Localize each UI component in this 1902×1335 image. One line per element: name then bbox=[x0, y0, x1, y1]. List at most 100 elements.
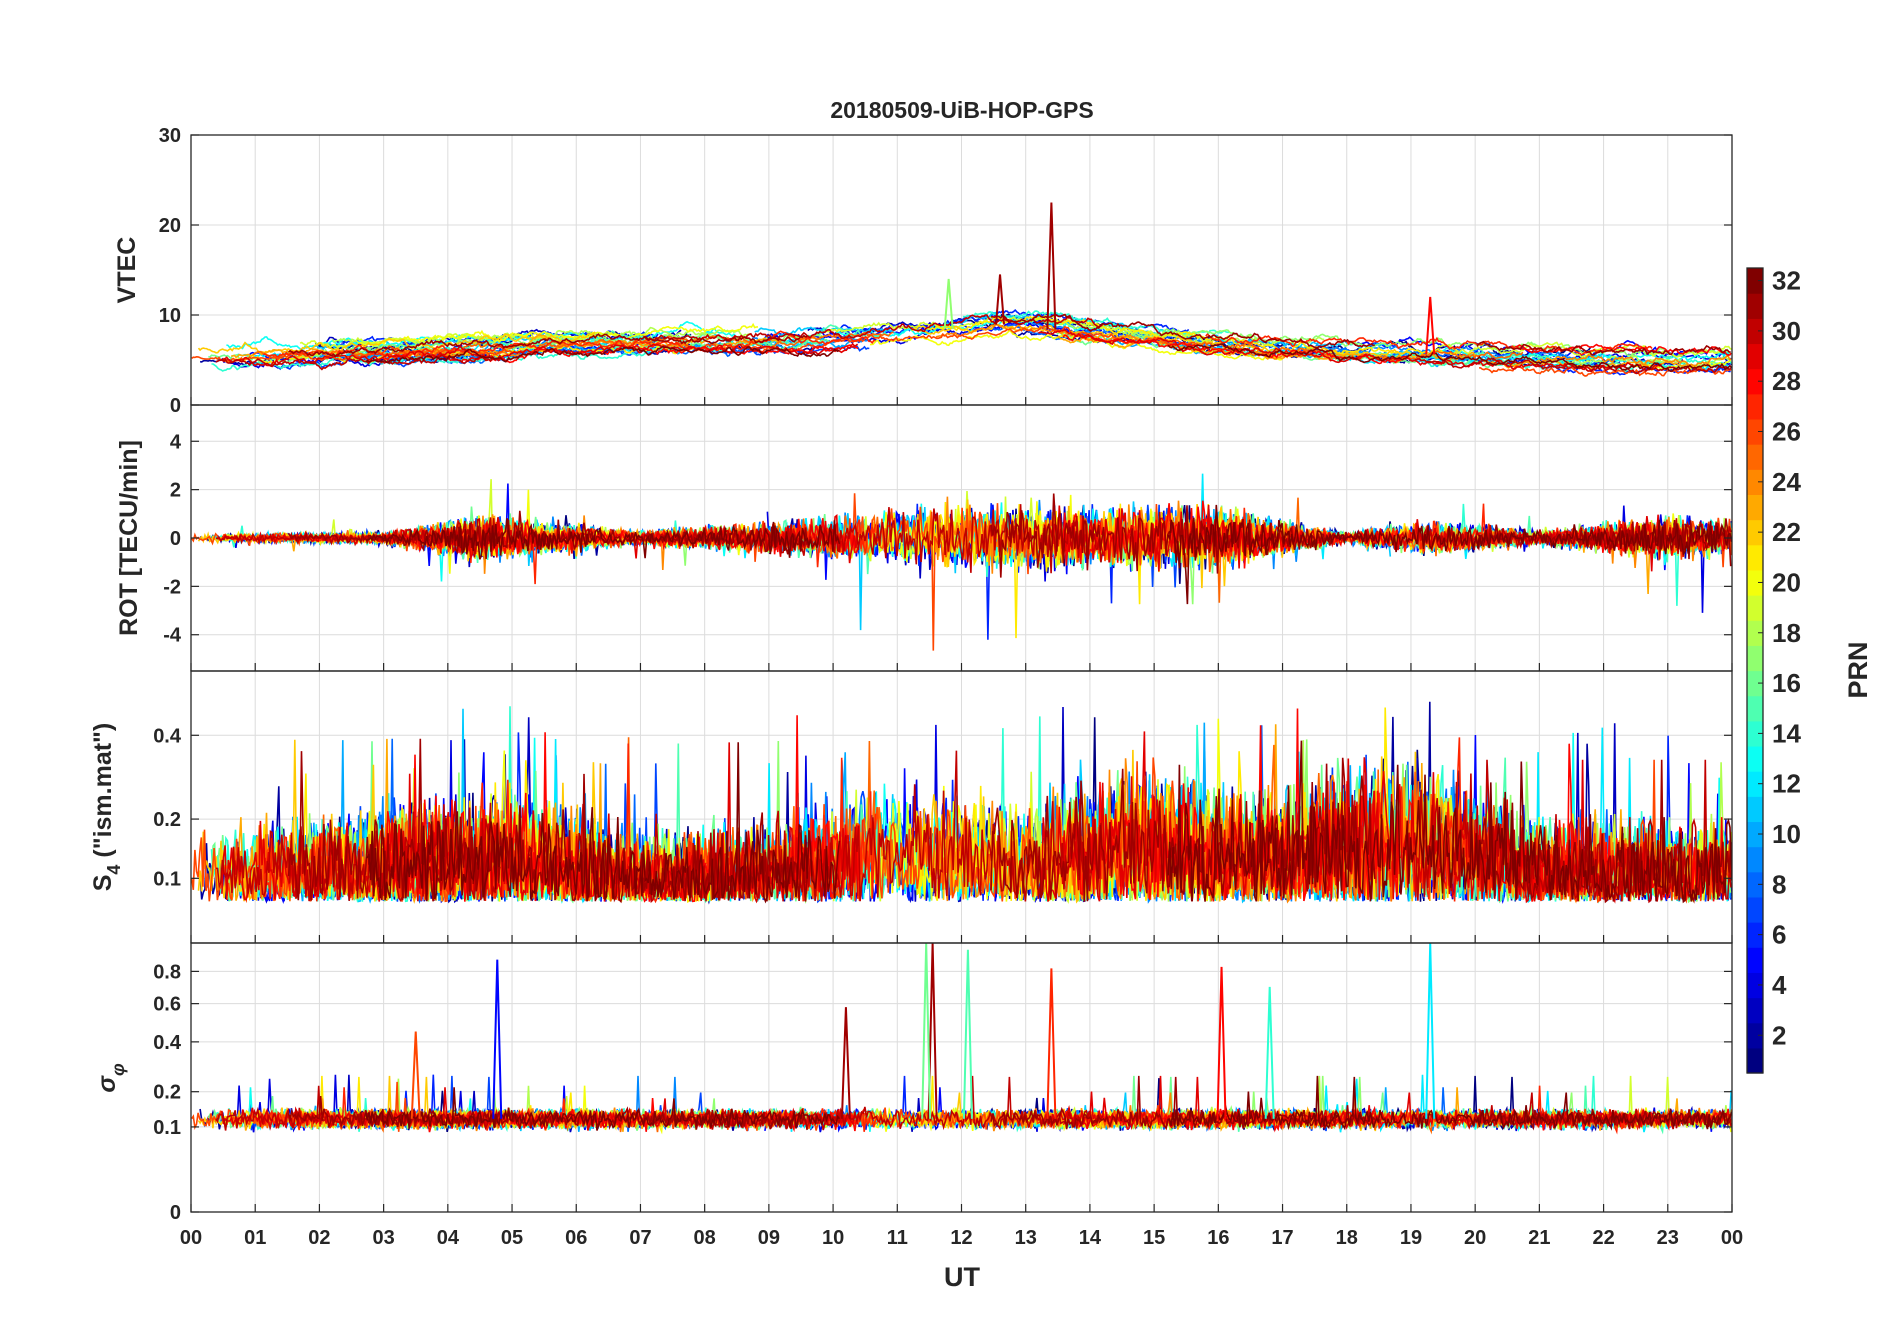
panel-series-group bbox=[191, 473, 1732, 651]
y-tick-label: 0 bbox=[170, 395, 181, 417]
colorbar-segment bbox=[1747, 418, 1763, 445]
vtec-series-line bbox=[1479, 365, 1732, 377]
x-tick-label: 08 bbox=[694, 1227, 716, 1249]
colorbar-segment bbox=[1747, 544, 1763, 571]
vtec-series-line bbox=[911, 315, 1459, 356]
colorbar-segment bbox=[1747, 670, 1763, 697]
x-tick-labels: 00 01 02 03 04 05 06 07 08 09 10 11 12 13 14 15 16 17 18 19… bbox=[180, 1227, 1743, 1249]
s4-series-line bbox=[990, 757, 1376, 902]
vtec-axis-label: VTEC bbox=[113, 237, 141, 304]
colorbar-tick-label: 22 bbox=[1772, 517, 1801, 547]
y-tick-label: 0.4 bbox=[153, 725, 182, 747]
x-tick-label: 10 bbox=[822, 1227, 844, 1249]
colorbar-tick-label: 14 bbox=[1772, 718, 1801, 748]
colorbar-tick-label: 4 bbox=[1772, 970, 1787, 1000]
sigma-label-sub: φ bbox=[108, 1063, 128, 1076]
colorbar-segment bbox=[1747, 720, 1763, 747]
x-tick-label: 01 bbox=[244, 1227, 266, 1249]
colorbar-segment bbox=[1747, 595, 1763, 621]
peak-spike bbox=[1046, 202, 1057, 330]
colorbar-tick-label: 6 bbox=[1772, 920, 1786, 950]
vtec-series-line bbox=[1409, 346, 1731, 363]
s4-label-sub: 4 bbox=[104, 865, 124, 875]
colorbar-tick-label: 28 bbox=[1772, 366, 1801, 396]
x-tick-label: 16 bbox=[1207, 1227, 1229, 1249]
rot-series-line bbox=[365, 518, 841, 560]
colorbar-segment bbox=[1747, 645, 1763, 672]
colorbar-segment bbox=[1747, 1047, 1763, 1074]
peak-spike bbox=[995, 274, 1006, 325]
colorbar-segment bbox=[1747, 1022, 1763, 1049]
data-series bbox=[191, 202, 1732, 1135]
colorbar-segment bbox=[1747, 268, 1763, 294]
y-tick-label: 0.6 bbox=[153, 994, 181, 1016]
vtec-series-line bbox=[358, 322, 759, 346]
y-tick-label: 0.1 bbox=[153, 868, 181, 890]
s4-label-main: S bbox=[89, 875, 117, 892]
x-tick-label: 14 bbox=[1079, 1227, 1102, 1249]
colorbar-tick-label: 18 bbox=[1772, 618, 1801, 648]
colorbar-segment bbox=[1747, 871, 1763, 898]
colorbar-segment bbox=[1747, 771, 1763, 797]
x-tick-label: 02 bbox=[308, 1227, 330, 1249]
sigma-phi-series-line bbox=[365, 1087, 841, 1131]
s4-series-line bbox=[365, 742, 841, 904]
colorbar-tick-label: 10 bbox=[1772, 819, 1801, 849]
colorbar-segment bbox=[1747, 494, 1763, 521]
colorbar-tick-label: 26 bbox=[1772, 417, 1801, 447]
rot-series-line bbox=[1167, 504, 1732, 605]
y-tick-label: 0.4 bbox=[153, 1032, 182, 1054]
x-tick-label: 13 bbox=[1015, 1227, 1037, 1249]
y-tick-label: 4 bbox=[170, 431, 182, 453]
colorbar-segment bbox=[1747, 293, 1763, 319]
y-tick-label: -4 bbox=[163, 625, 182, 647]
colorbar-segment bbox=[1747, 469, 1763, 496]
peak-spike bbox=[1046, 968, 1057, 1119]
peak-spike bbox=[492, 959, 503, 1119]
y-tick-label: 0.2 bbox=[153, 809, 181, 831]
vtec-series-line bbox=[1167, 343, 1732, 373]
peak-spike bbox=[943, 278, 954, 330]
peak-spike bbox=[840, 1007, 851, 1119]
x-tick-label: 20 bbox=[1464, 1227, 1486, 1249]
x-tick-label: 00 bbox=[180, 1227, 202, 1249]
sigma-phi-axis-label: σφ bbox=[93, 1063, 128, 1093]
colorbar-tick-label: 24 bbox=[1772, 467, 1801, 497]
x-tick-label: 19 bbox=[1400, 1227, 1422, 1249]
colorbar-label: PRN bbox=[1843, 641, 1873, 698]
vtec-series-line bbox=[962, 310, 1230, 336]
chart-title: 20180509-UiB-HOP-GPS bbox=[830, 97, 1093, 123]
s4-series-line bbox=[1476, 759, 1732, 904]
sigma-phi-series-line bbox=[1168, 1075, 1732, 1131]
y-tick-label: 30 bbox=[159, 125, 181, 147]
y-tick-label: 10 bbox=[159, 305, 181, 327]
colorbar-tick-label: 12 bbox=[1772, 769, 1801, 799]
peak-spike bbox=[410, 1031, 421, 1119]
colorbar-segment bbox=[1747, 947, 1763, 973]
y-tick-label: 0.2 bbox=[153, 1082, 181, 1104]
s4-label-rest: ("ism.mat") bbox=[89, 723, 117, 865]
vtec-series-line bbox=[365, 345, 840, 364]
colorbar-tick-label: 30 bbox=[1772, 316, 1801, 346]
peak-spike bbox=[1264, 986, 1275, 1119]
colorbar-tick-label: 8 bbox=[1772, 869, 1786, 899]
colorbar-segment bbox=[1747, 519, 1763, 546]
colorbar-tick-label: 32 bbox=[1772, 266, 1801, 296]
rot-series-line bbox=[1413, 518, 1732, 556]
colorbar-segment bbox=[1747, 745, 1763, 772]
colorbar-tick-label: 16 bbox=[1772, 668, 1801, 698]
vtec-series-line bbox=[317, 331, 692, 354]
x-tick-label: 11 bbox=[887, 1227, 908, 1249]
colorbar-segment bbox=[1747, 393, 1763, 420]
peak-spike bbox=[1216, 966, 1227, 1119]
x-tick-label: 22 bbox=[1592, 1227, 1614, 1249]
panel-series-group bbox=[191, 943, 1732, 1135]
rot-axis-label: ROT [TECU/min] bbox=[115, 440, 143, 636]
y-tick-labels: 0 10 20 30 -4 -2 0 2 4 0.1 0.2 0.4 0 0.1 0.2 0.4 0.6 0.8 bbox=[153, 125, 182, 1224]
x-tick-label: 17 bbox=[1271, 1227, 1293, 1249]
s4-series-line bbox=[1167, 740, 1732, 904]
peak-spike bbox=[1425, 296, 1436, 355]
x-tick-label: 05 bbox=[501, 1227, 523, 1249]
x-tick-label: 12 bbox=[950, 1227, 972, 1249]
